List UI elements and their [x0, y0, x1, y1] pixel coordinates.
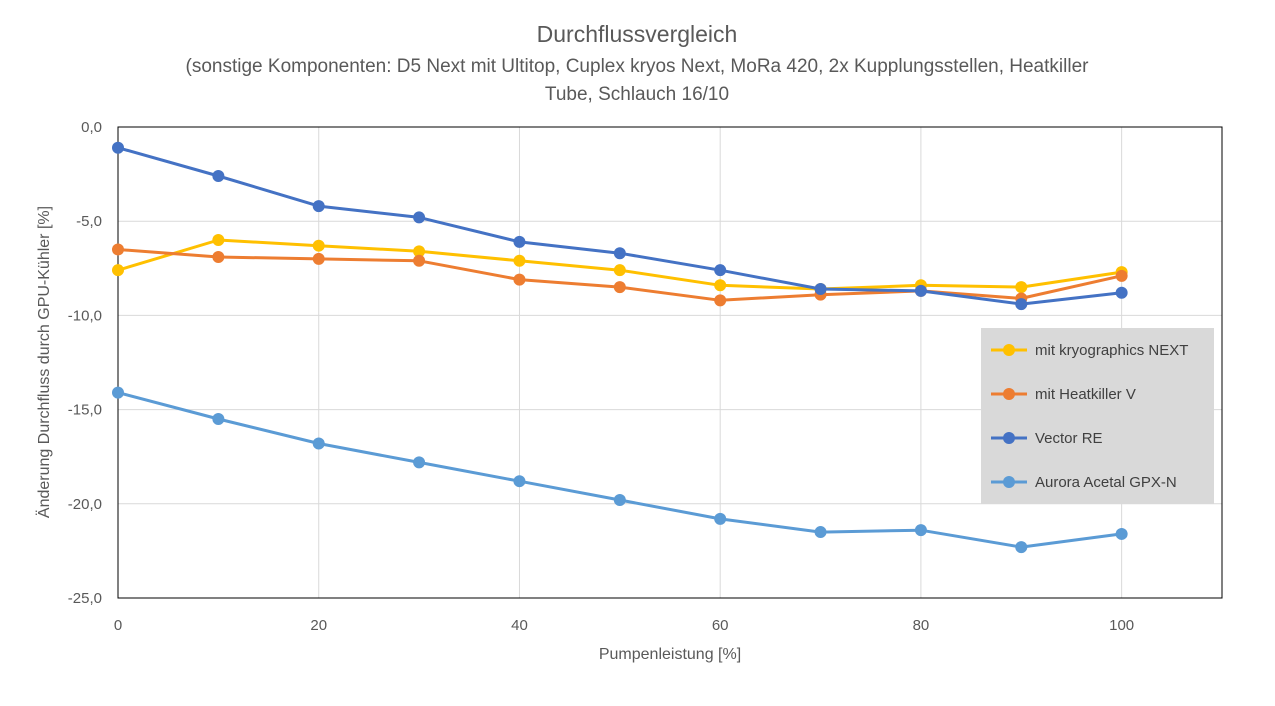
data-point [1015, 541, 1028, 554]
x-tick-label: 100 [1109, 617, 1134, 634]
data-point [1115, 269, 1128, 282]
data-point [714, 294, 727, 307]
data-point [513, 273, 526, 286]
data-point [413, 211, 426, 224]
x-tick-label: 40 [511, 617, 528, 634]
data-point [714, 279, 727, 292]
data-point [914, 284, 927, 297]
legend-box [981, 328, 1214, 504]
series-layer [112, 141, 1128, 554]
data-point [312, 252, 325, 265]
data-point [613, 264, 626, 277]
y-tick-labels: 0,0 -5,0 -10,0 -15,0 -20,0 -25,0 [68, 119, 102, 607]
series-2 [112, 141, 1128, 311]
data-point [814, 526, 827, 539]
x-axis-label: Pumpenleistung [%] [599, 646, 741, 663]
legend-marker [1003, 476, 1015, 488]
data-point [613, 494, 626, 507]
y-tick-label: -25,0 [68, 590, 102, 607]
legend-item: Vector RE [991, 430, 1103, 447]
data-point [112, 386, 124, 399]
data-point [914, 524, 927, 537]
data-point [312, 437, 325, 450]
data-point [413, 245, 426, 258]
y-tick-label: -15,0 [68, 402, 102, 419]
legend-item: mit kryographics NEXT [991, 342, 1188, 359]
x-tick-label: 60 [712, 617, 729, 634]
data-point [1015, 298, 1028, 311]
y-tick-label: 0,0 [81, 119, 102, 136]
data-point [513, 475, 526, 488]
data-point [1015, 281, 1028, 294]
data-point [312, 239, 325, 252]
series-line [117, 146, 1122, 306]
chart-subtitle-line-1: (sonstige Komponenten: D5 Next mit Ultit… [186, 56, 1090, 77]
data-point [413, 254, 426, 267]
data-point [613, 281, 626, 294]
legend: mit kryographics NEXT mit Heatkiller V Vec… [981, 328, 1214, 504]
data-point [513, 235, 526, 248]
legend-marker [1003, 432, 1015, 444]
x-tick-labels: 0 20 40 60 80 100 [114, 617, 1134, 634]
legend-marker [1003, 344, 1015, 356]
data-point [212, 250, 225, 263]
data-point [212, 234, 225, 247]
legend-label: Vector RE [1035, 430, 1103, 447]
legend-item: Aurora Acetal GPX-N [991, 474, 1177, 491]
y-tick-label: -20,0 [68, 496, 102, 513]
data-point [112, 243, 124, 256]
data-point [413, 456, 426, 469]
x-tick-label: 20 [310, 617, 327, 634]
data-point [212, 413, 225, 426]
y-axis-label: Änderung Durchfluss durch GPU-Kühler [%] [35, 206, 53, 518]
y-tick-label: -5,0 [76, 213, 102, 230]
data-point [312, 200, 325, 213]
series-line [117, 391, 1122, 549]
data-point [714, 264, 727, 277]
legend-label: mit Heatkiller V [1035, 386, 1136, 403]
data-point [513, 254, 526, 267]
data-point [714, 512, 727, 525]
legend-item: mit Heatkiller V [991, 386, 1136, 403]
chart-subtitle-line-2: Tube, Schlauch 16/10 [545, 84, 729, 105]
series-3 [112, 386, 1128, 554]
data-point [1115, 286, 1128, 299]
series-1 [112, 243, 1128, 307]
y-tick-label: -10,0 [68, 307, 102, 324]
data-point [814, 283, 827, 296]
data-point [112, 264, 124, 277]
x-tick-label: 80 [913, 617, 930, 634]
data-point [613, 247, 626, 260]
data-point [212, 169, 225, 182]
legend-label: mit kryographics NEXT [1035, 342, 1188, 359]
data-point [1115, 527, 1128, 540]
plot-area-border [117, 126, 1223, 599]
x-tick-label: 0 [114, 617, 122, 634]
legend-marker [1003, 388, 1015, 400]
legend-label: Aurora Acetal GPX-N [1035, 474, 1177, 491]
data-point [112, 141, 124, 154]
chart-title: Durchflussvergleich [537, 21, 738, 47]
